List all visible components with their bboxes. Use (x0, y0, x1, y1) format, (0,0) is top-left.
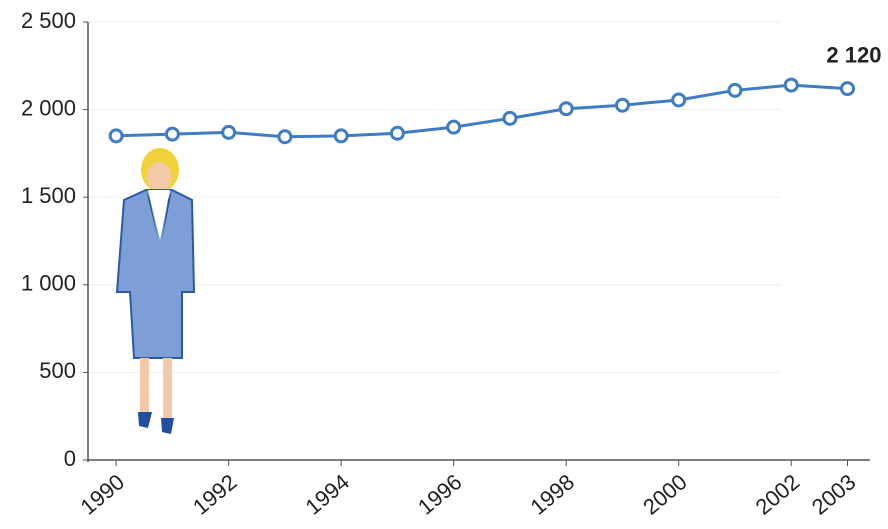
y-tick-label: 2 000 (21, 95, 76, 120)
data-line (116, 83, 848, 139)
x-tick-label: 1994 (301, 469, 355, 520)
data-point (614, 97, 630, 113)
y-tick-label: 1 000 (21, 271, 76, 296)
x-tick-label: 1992 (188, 469, 242, 520)
x-tick-label: 1996 (413, 469, 467, 520)
y-tick-label: 0 (64, 446, 76, 471)
data-label: 2 120 (826, 42, 881, 67)
data-point (839, 81, 855, 97)
x-tick-label: 1990 (76, 469, 130, 520)
data-point (727, 82, 743, 98)
x-tick-label: 2000 (638, 469, 692, 520)
data-point (108, 128, 124, 144)
y-tick-label: 500 (39, 358, 76, 383)
data-point (502, 110, 518, 126)
woman-illustration (115, 148, 196, 434)
x-tick-label: 1998 (526, 469, 580, 520)
data-point (277, 129, 293, 145)
data-point (671, 92, 687, 108)
y-tick-label: 2 500 (21, 8, 76, 33)
x-tick-label: 2003 (807, 469, 861, 520)
x-tick-label: 2002 (751, 469, 805, 520)
data-point (389, 125, 405, 141)
data-point (333, 128, 349, 144)
data-point (558, 101, 574, 117)
data-point (164, 126, 180, 142)
data-point (446, 119, 462, 135)
data-point (221, 124, 237, 140)
data-point (783, 77, 799, 93)
y-tick-label: 1 500 (21, 183, 76, 208)
